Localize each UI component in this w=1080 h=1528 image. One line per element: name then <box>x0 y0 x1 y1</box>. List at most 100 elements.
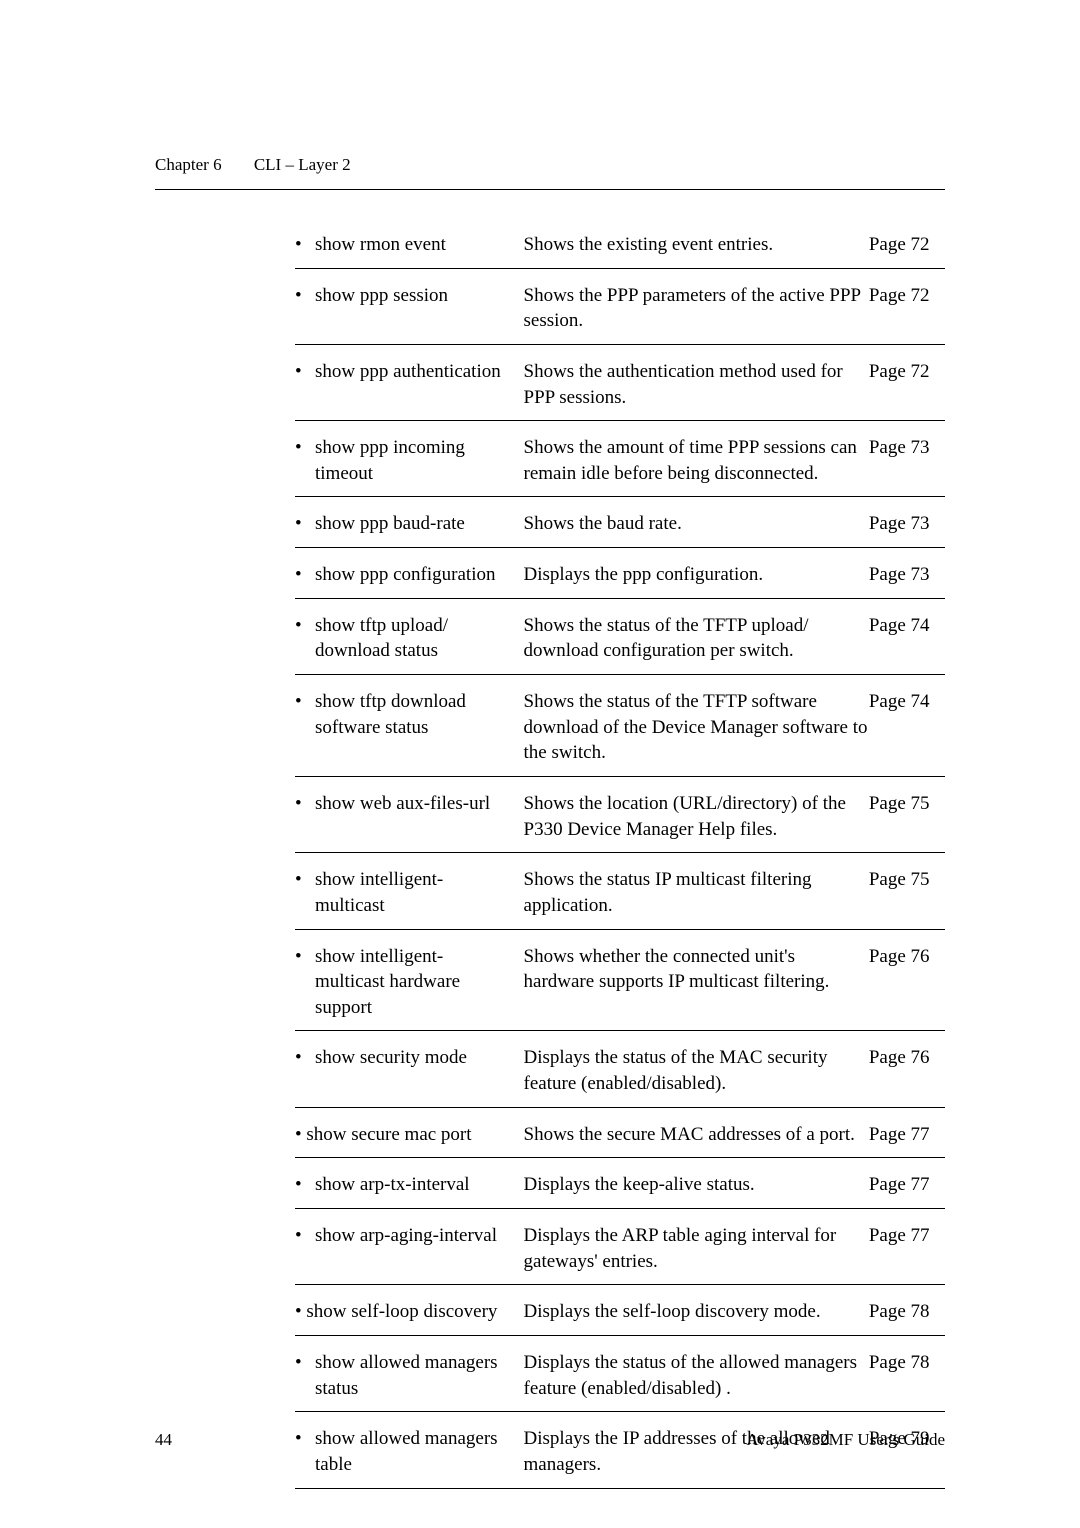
description-cell: Shows the baud rate. <box>524 497 869 548</box>
command-text: show ppp baud-rate <box>315 511 505 537</box>
bullet-icon: • <box>295 511 315 537</box>
bullet-icon: • <box>295 689 315 715</box>
content-block: •show rmon eventShows the existing event… <box>295 232 945 1489</box>
description-cell: Displays the self-loop discovery mode. <box>524 1285 869 1336</box>
command-cell: •show arp-tx-interval <box>295 1158 524 1209</box>
description-cell: Displays the keep-alive status. <box>524 1158 869 1209</box>
description-cell: Shows whether the connected unit's hardw… <box>524 929 869 1031</box>
command-cell: •show intelligent-multicast hardware sup… <box>295 929 524 1031</box>
table-row: •show ppp sessionShows the PPP parameter… <box>295 268 945 344</box>
command-cell: •show ppp incoming timeout <box>295 421 524 497</box>
command-cell: •show intelligent-multicast <box>295 853 524 929</box>
table-row: • show self-loop discovery Displays the s… <box>295 1285 945 1336</box>
page-number: 44 <box>155 1430 172 1450</box>
command-text: • show secure mac port <box>295 1124 472 1145</box>
description-cell: Shows the status of the TFTP upload/​dow… <box>524 598 869 674</box>
chapter-label: Chapter 6 <box>155 155 222 174</box>
page-ref-cell: Page 73 <box>869 497 945 548</box>
table-row: • show secure mac port Shows the secure M… <box>295 1107 945 1158</box>
description-cell: Shows the status IP multicast filtering … <box>524 853 869 929</box>
command-text: show intelligent-multicast hardware supp… <box>315 944 505 1021</box>
description-cell: Displays the status of the MAC security … <box>524 1031 869 1107</box>
table-row: •show intelligent-multicast hardware sup… <box>295 929 945 1031</box>
table-row: •show security modeDisplays the status o… <box>295 1031 945 1107</box>
page-ref-cell: Page 77 <box>869 1158 945 1209</box>
page-ref-cell: Page 77 <box>869 1209 945 1285</box>
table-row: •show ppp incoming timeoutShows the amou… <box>295 421 945 497</box>
description-cell: Displays the ARP table aging interval fo… <box>524 1209 869 1285</box>
page-ref-cell: Page 72 <box>869 232 945 268</box>
bullet-icon: • <box>295 1172 315 1198</box>
bullet-icon: • <box>295 867 315 893</box>
command-text: show arp-aging-interval <box>315 1223 505 1249</box>
bullet-icon: • <box>295 613 315 639</box>
command-text: show allowed managers status <box>315 1350 505 1401</box>
page-ref-cell: Page 77 <box>869 1107 945 1158</box>
bullet-icon: • <box>295 232 315 258</box>
page-ref-cell: Page 72 <box>869 268 945 344</box>
command-cell: •show ppp configuration <box>295 548 524 599</box>
bullet-icon: • <box>295 1045 315 1071</box>
table-row: •show allowed managers statusDisplays th… <box>295 1335 945 1411</box>
page-ref-cell: Page 76 <box>869 929 945 1031</box>
table-row: •show rmon eventShows the existing event… <box>295 232 945 268</box>
command-text: show rmon event <box>315 232 505 258</box>
description-cell: Shows the status of the TFTP software do… <box>524 675 869 777</box>
table-row: •show ppp configurationDisplays the ppp … <box>295 548 945 599</box>
page-ref-cell: Page 78 <box>869 1335 945 1411</box>
command-cell: •show allowed managers status <box>295 1335 524 1411</box>
table-row: •show ppp authenticationShows the authen… <box>295 344 945 420</box>
command-cell: •show tftp upload/​download status <box>295 598 524 674</box>
page-footer: 44 Avaya P332MF User's Guide <box>155 1430 945 1450</box>
command-text: show tftp download software status <box>315 689 505 740</box>
table-row: •show intelligent-multicastShows the sta… <box>295 853 945 929</box>
command-text: show web aux-files-url <box>315 791 505 817</box>
bullet-icon: • <box>295 435 315 461</box>
page-ref-cell: Page 73 <box>869 548 945 599</box>
bullet-icon: • <box>295 359 315 385</box>
page-ref-cell: Page 72 <box>869 344 945 420</box>
command-cell: •show ppp baud-rate <box>295 497 524 548</box>
command-table: •show rmon eventShows the existing event… <box>295 232 945 1489</box>
page-ref-cell: Page 78 <box>869 1285 945 1336</box>
description-cell: Shows the location (URL/directory) of th… <box>524 776 869 852</box>
bullet-icon: • <box>295 1350 315 1376</box>
command-text: • show self-loop discovery <box>295 1301 497 1322</box>
bullet-icon: • <box>295 1223 315 1249</box>
header-rule <box>155 189 945 190</box>
command-cell: •show ppp session <box>295 268 524 344</box>
page-ref-cell: Page 74 <box>869 675 945 777</box>
description-cell: Shows the amount of time PPP sessions ca… <box>524 421 869 497</box>
bullet-icon: • <box>295 944 315 970</box>
command-cell: •show security mode <box>295 1031 524 1107</box>
description-cell: Shows the secure MAC addresses of a port… <box>524 1107 869 1158</box>
table-row: •show ppp baud-rateShows the baud rate.P… <box>295 497 945 548</box>
page-ref-cell: Page 75 <box>869 776 945 852</box>
command-text: show tftp upload/​download status <box>315 613 505 664</box>
page-ref-cell: Page 76 <box>869 1031 945 1107</box>
command-cell: •show ppp authentication <box>295 344 524 420</box>
command-cell: •show arp-aging-interval <box>295 1209 524 1285</box>
command-cell: • show self-loop discovery <box>295 1285 524 1336</box>
command-text: show arp-tx-interval <box>315 1172 505 1198</box>
command-text: show intelligent-multicast <box>315 867 505 918</box>
page-ref-cell: Page 74 <box>869 598 945 674</box>
description-cell: Shows the PPP parameters of the active P… <box>524 268 869 344</box>
running-header: Chapter 6 CLI – Layer 2 <box>155 155 945 175</box>
command-cell: •show rmon event <box>295 232 524 268</box>
table-row: •show arp-tx-intervalDisplays the keep-a… <box>295 1158 945 1209</box>
guide-title: Avaya P332MF User's Guide <box>746 1430 945 1450</box>
command-cell: •show web aux-files-url <box>295 776 524 852</box>
table-row: •show tftp download software status Shows… <box>295 675 945 777</box>
command-text: show ppp authentication <box>315 359 505 385</box>
description-cell: Shows the existing event entries. <box>524 232 869 268</box>
bullet-icon: • <box>295 562 315 588</box>
description-cell: Displays the status of the allowed manag… <box>524 1335 869 1411</box>
table-row: •show tftp upload/​download statusShows … <box>295 598 945 674</box>
command-text: show ppp incoming timeout <box>315 435 505 486</box>
page: Chapter 6 CLI – Layer 2 •show rmon event… <box>0 0 1080 1528</box>
description-cell: Shows the authentication method used for… <box>524 344 869 420</box>
command-text: show ppp configuration <box>315 562 505 588</box>
page-ref-cell: Page 73 <box>869 421 945 497</box>
chapter-title: CLI – Layer 2 <box>254 155 351 174</box>
